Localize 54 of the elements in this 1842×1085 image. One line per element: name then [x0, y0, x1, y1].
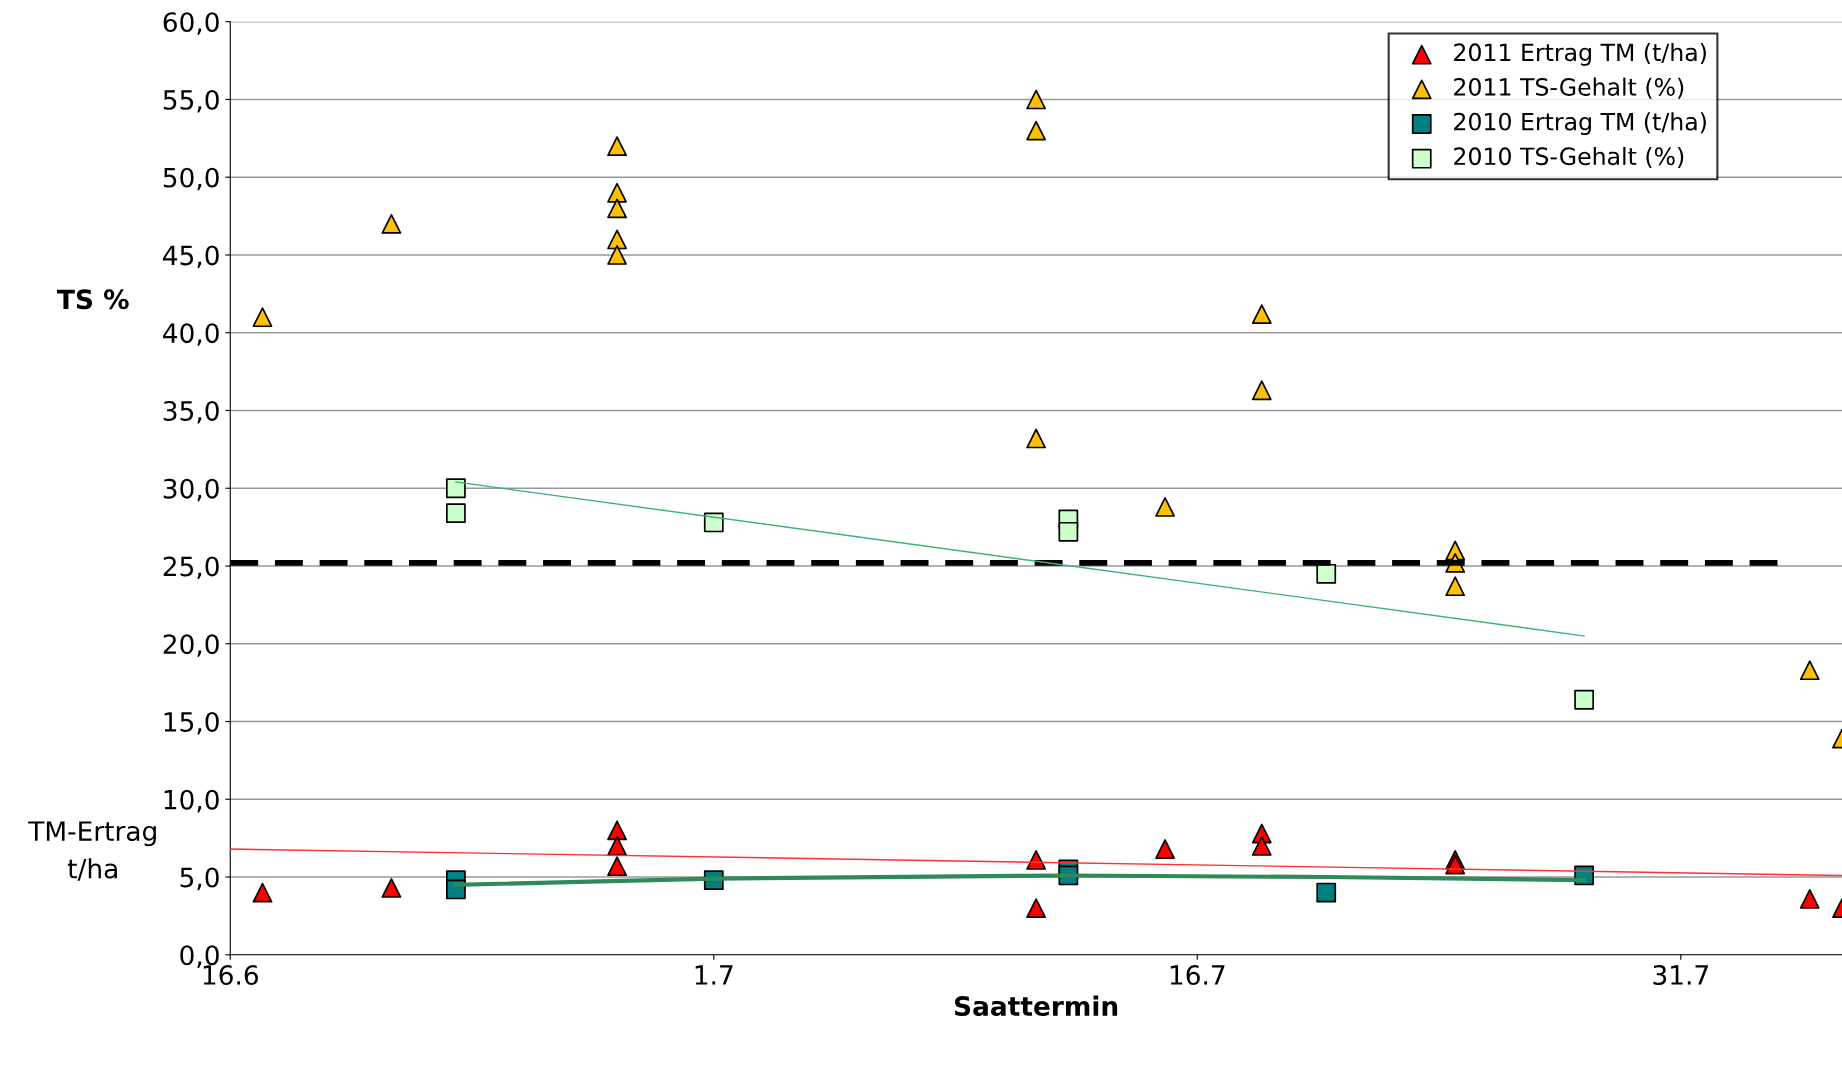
point	[1026, 428, 1047, 449]
y-tick-label: 60,0	[163, 12, 219, 35]
y-tick-label: 10,0	[164, 789, 219, 813]
point	[381, 213, 402, 234]
y-tick-label: 45,0	[163, 245, 219, 269]
point	[1445, 576, 1466, 597]
point	[607, 198, 627, 219]
point	[1251, 836, 1272, 856]
y-tick-label: 35,0	[163, 400, 219, 424]
point	[1251, 380, 1272, 401]
point	[252, 307, 273, 328]
y-axis-title: TS %	[57, 289, 129, 310]
point	[1026, 120, 1047, 141]
point	[607, 245, 627, 265]
legend-label: 2011 TS-Gehalt (%)	[1454, 77, 1684, 99]
y-tick-label: 15,0	[164, 711, 219, 735]
y-tick-label: 20,0	[163, 634, 219, 657]
point	[1316, 563, 1337, 584]
point	[1026, 89, 1047, 110]
point	[1058, 521, 1079, 542]
point	[607, 836, 627, 856]
text: TM-Ertrag t/ha	[28, 821, 156, 881]
point	[607, 820, 627, 841]
legend-label: 2010 TS-Gehalt (%)	[1454, 146, 1684, 168]
y-tick-label: 5,0	[180, 867, 219, 891]
point	[1155, 839, 1175, 859]
point	[381, 878, 402, 898]
x-axis-title: Saattermin	[954, 995, 1118, 1017]
y-tick-label: 50,0	[163, 167, 219, 191]
y-tick-label: 40,0	[163, 323, 219, 346]
point	[607, 229, 627, 250]
x-tick-label: 31.7	[1653, 964, 1708, 985]
legend-label: 2010 Ertrag TM (t/ha)	[1454, 112, 1706, 136]
point	[446, 503, 466, 524]
point	[1799, 660, 1820, 681]
point	[1316, 882, 1337, 903]
point	[607, 136, 627, 157]
point	[1574, 689, 1595, 710]
legend-label: 2011 Ertrag TM (t/ha)	[1454, 42, 1706, 66]
point	[1251, 304, 1272, 324]
point	[1155, 497, 1175, 517]
y-tick-label: 30,0	[163, 478, 219, 502]
point	[607, 856, 627, 877]
point	[607, 182, 627, 203]
x-tick-label: 1.7	[695, 965, 733, 985]
x-tick-label: 16.7	[1170, 964, 1225, 985]
point	[252, 882, 273, 903]
y-tick-label: 25,0	[163, 556, 219, 580]
point	[703, 512, 724, 533]
point	[1799, 888, 1820, 909]
point	[446, 478, 466, 499]
point	[1026, 898, 1047, 919]
y-tick-label: 55,0	[163, 89, 219, 113]
point	[1026, 850, 1047, 870]
